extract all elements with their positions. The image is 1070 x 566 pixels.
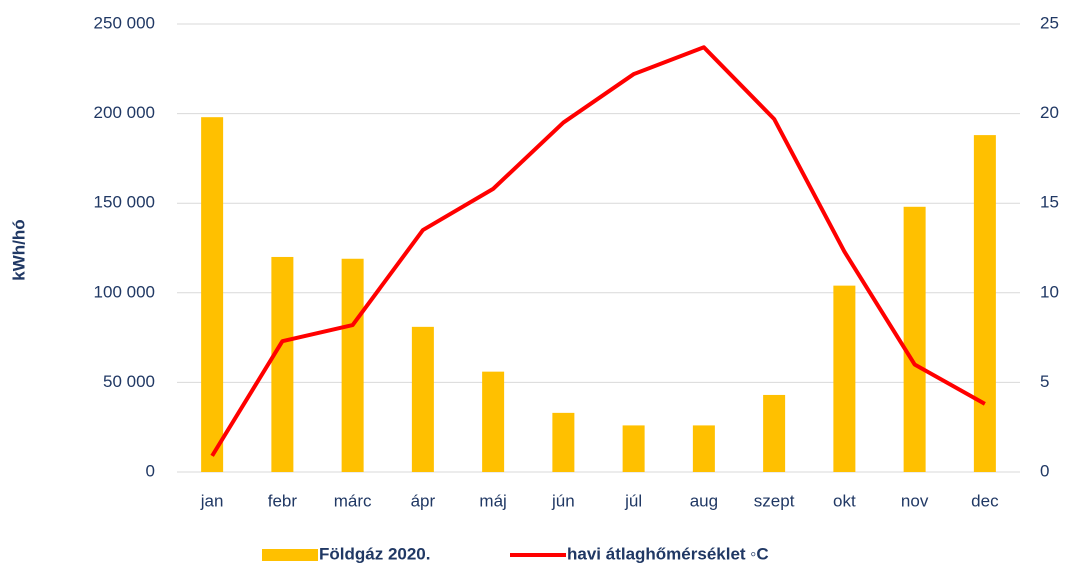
x-tick-label: márc [334, 491, 372, 510]
bar [411, 326, 434, 472]
y2-tick-label: 25 [1040, 13, 1059, 32]
bar [552, 412, 575, 472]
legend-label: havi átlaghőmérséklet ◦C [567, 544, 769, 563]
y-tick-label: 0 [146, 461, 155, 480]
x-tick-label: szept [754, 491, 795, 510]
y2-tick-label: 5 [1040, 372, 1049, 391]
x-tick-label: jan [200, 491, 224, 510]
bar [903, 206, 926, 472]
x-tick-label: ápr [411, 491, 436, 510]
y-axis-label: kWh/hó [9, 219, 28, 280]
bar [833, 285, 856, 472]
x-tick-label: okt [833, 491, 856, 510]
y2-tick-label: 10 [1040, 282, 1059, 301]
y2-tick-label: 0 [1040, 461, 1049, 480]
x-tick-label: dec [971, 491, 999, 510]
y-tick-label: 100 000 [94, 282, 155, 301]
y-tick-label: 250 000 [94, 13, 155, 32]
y-tick-label: 150 000 [94, 193, 155, 212]
legend-label: Földgáz 2020. [319, 544, 430, 563]
bar [973, 135, 996, 472]
bar [482, 371, 505, 472]
x-tick-label: júl [624, 491, 642, 510]
x-tick-label: aug [690, 491, 718, 510]
x-tick-label: febr [268, 491, 298, 510]
bar [692, 425, 715, 472]
y2-tick-label: 15 [1040, 193, 1059, 212]
bar [622, 425, 645, 472]
legend-swatch [262, 549, 318, 561]
x-tick-label: máj [479, 491, 506, 510]
line [210, 45, 986, 457]
x-tick-label: jún [551, 491, 575, 510]
bar [763, 394, 786, 472]
y-tick-label: 200 000 [94, 103, 155, 122]
y-tick-label: 50 000 [103, 372, 155, 391]
x-tick-label: nov [901, 491, 929, 510]
bar [341, 258, 364, 472]
bar [201, 117, 224, 473]
bar [271, 256, 294, 472]
y2-tick-label: 20 [1040, 103, 1059, 122]
